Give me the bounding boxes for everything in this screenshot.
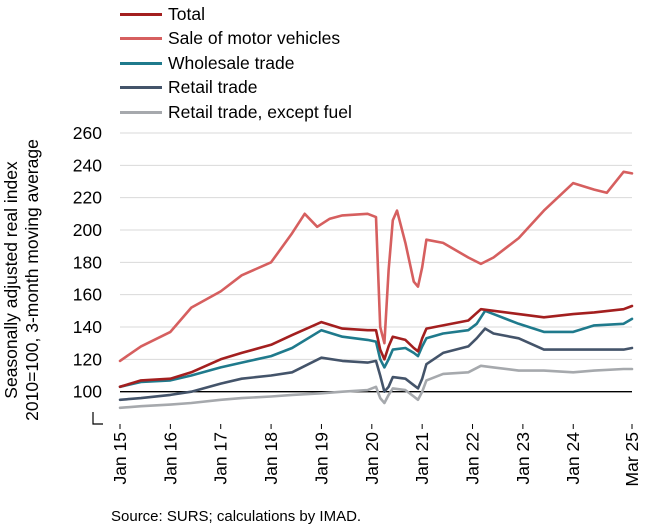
x-tick-label-jan-19: Jan 19 — [311, 432, 331, 485]
legend-label-retail-trade: Retail trade — [168, 77, 258, 97]
legend-label-retail-trade-except-fuel: Retail trade, except fuel — [168, 101, 352, 122]
legend-swatch-retail-trade-except-fuel — [120, 110, 162, 114]
y-tick-label-260: 260 — [73, 123, 102, 143]
legend-swatch-wholesale-trade — [120, 61, 162, 65]
y-axis-label-line-1: Seasonally adjusted real index — [1, 161, 21, 399]
legend: Total Sale of motor vehicles Wholesale t… — [120, 2, 352, 125]
x-tick-label-jan-18: Jan 18 — [261, 432, 281, 485]
legend-label-total: Total — [168, 3, 205, 24]
axis-break-marker — [92, 412, 103, 425]
y-tick-label-180: 180 — [73, 252, 102, 272]
source-note: Source: SURS; calculations by IMAD. — [111, 508, 362, 525]
legend-label-sale-of-motor-vehicles: Sale of motor vehicles — [168, 28, 341, 48]
series-line-retail-trade — [118, 327, 634, 402]
y-tick-label-200: 200 — [73, 220, 102, 240]
x-tick-label-mar-25: Mar 25 — [622, 432, 642, 486]
legend-item-retail-trade-except-fuel: Retail trade, except fuel — [120, 100, 352, 125]
legend-item-sale-of-motor-vehicles: Sale of motor vehicles — [120, 27, 352, 52]
x-tick-label-jan-23: Jan 23 — [513, 432, 533, 485]
x-tick-label-jan-21: Jan 21 — [412, 432, 432, 485]
y-tick-label-100: 100 — [73, 382, 102, 402]
legend-swatch-total — [120, 12, 162, 16]
y-tick-label-240: 240 — [73, 155, 102, 175]
y-tick-label-120: 120 — [73, 349, 102, 369]
legend-label-wholesale-trade: Wholesale trade — [168, 52, 295, 73]
legend-item-retail-trade: Retail trade — [120, 76, 352, 101]
y-axis-label-line-2: 2010=100, 3-month moving average — [22, 139, 42, 421]
legend-item-wholesale-trade: Wholesale trade — [120, 51, 352, 76]
y-axis-label: Seasonally adjusted real index 2010=100,… — [1, 139, 43, 421]
x-tick-label-jan-20: Jan 20 — [362, 432, 382, 485]
legend-swatch-retail-trade — [120, 86, 162, 90]
series-line-total — [118, 304, 634, 389]
x-tick-label-jan-15: Jan 15 — [110, 432, 130, 485]
x-tick-label-jan-22: Jan 22 — [463, 432, 483, 485]
y-tick-label-220: 220 — [73, 188, 102, 208]
series-line-sale-of-motor-vehicles — [118, 170, 634, 363]
y-tick-label-160: 160 — [73, 285, 102, 305]
series-line-wholesale-trade — [118, 309, 634, 389]
y-tick-label-140: 140 — [73, 317, 102, 337]
x-tick-label-jan-17: Jan 17 — [211, 432, 231, 485]
legend-swatch-sale-of-motor-vehicles — [120, 37, 162, 41]
legend-item-total: Total — [120, 2, 352, 27]
x-tick-label-jan-24: Jan 24 — [563, 432, 583, 485]
x-tick-label-jan-16: Jan 16 — [160, 432, 180, 485]
series-line-retail-trade-except-fuel — [118, 364, 634, 410]
